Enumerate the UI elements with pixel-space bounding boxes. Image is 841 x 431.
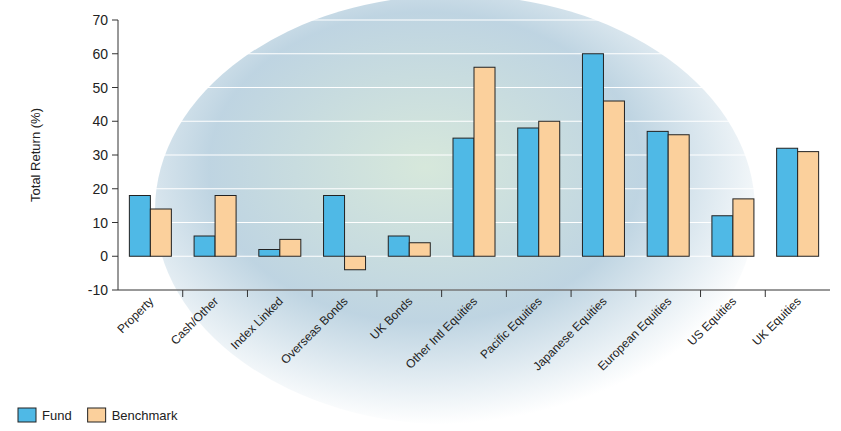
bar: [712, 216, 733, 257]
x-tick-label: Other Intl Equities: [403, 294, 480, 371]
y-tick-label: 50: [92, 80, 108, 96]
x-tick-label: European Equities: [595, 294, 674, 373]
y-tick: [112, 121, 118, 122]
chart: -10 0 10 20 30 40 50 60 70 Total Return (%) Proper…: [0, 0, 841, 431]
y-tick-label: 60: [92, 46, 108, 62]
x-axis: [118, 290, 830, 291]
legend-swatch: [88, 408, 106, 422]
bar: [582, 54, 603, 257]
bar: [409, 243, 430, 257]
y-tick-label: -10: [88, 282, 108, 298]
bar: [388, 236, 409, 256]
grid-line: [118, 19, 830, 20]
y-tick-label: 10: [92, 215, 108, 231]
x-tick-label: Property: [115, 294, 157, 336]
y-tick-label: 30: [92, 147, 108, 163]
category-separator: [182, 290, 183, 297]
category-separator: [376, 290, 377, 297]
x-tick-label: Index Linked: [228, 294, 286, 352]
grid-line: [118, 53, 830, 54]
y-axis-title: Total Return (%): [28, 108, 43, 202]
bar: [603, 101, 624, 256]
bar: [259, 250, 280, 257]
y-tick: [112, 256, 118, 257]
bar: [150, 209, 171, 256]
category-separator: [312, 290, 313, 297]
bar: [194, 236, 215, 256]
bar: [539, 121, 560, 256]
bar: [777, 148, 798, 256]
bars: [129, 54, 818, 270]
y-tick-label: 40: [92, 113, 108, 129]
bar: [798, 152, 819, 257]
category-separator: [506, 290, 507, 297]
x-tick-label: Pacific Equities: [477, 294, 544, 361]
bar: [345, 256, 366, 270]
y-axis: [118, 20, 119, 290]
x-tick-label: Overseas Bonds: [278, 294, 351, 367]
y-tick-label: 70: [92, 12, 108, 28]
bar: [647, 131, 668, 256]
bar: [215, 196, 236, 257]
bar: [474, 67, 495, 256]
x-tick-label: US Equities: [685, 294, 739, 348]
bar: [453, 138, 474, 256]
grid-line: [118, 289, 830, 290]
category-separator: [635, 290, 636, 297]
bar: [518, 128, 539, 256]
bar: [668, 135, 689, 257]
y-tick: [112, 53, 118, 54]
y-tick-label: 20: [92, 181, 108, 197]
category-separator: [247, 290, 248, 297]
x-tick-label: UK Bonds: [367, 294, 415, 342]
y-tick: [112, 20, 118, 21]
y-tick: [112, 290, 118, 291]
y-tick: [112, 188, 118, 189]
x-tick-label: UK Equities: [750, 294, 804, 348]
y-tick-label: 0: [100, 248, 108, 264]
category-separator: [765, 290, 766, 297]
x-tick-label: Cash/Other: [168, 294, 221, 347]
globe: [155, 0, 755, 425]
bar: [733, 199, 754, 256]
bar: [324, 196, 345, 257]
legend-label: Benchmark: [112, 408, 178, 423]
y-tick: [112, 155, 118, 156]
y-tick: [112, 222, 118, 223]
category-separator: [571, 290, 572, 297]
legend-label: Fund: [42, 408, 72, 423]
y-tick: [112, 87, 118, 88]
bar: [129, 196, 150, 257]
bar: [280, 239, 301, 256]
category-separator: [700, 290, 701, 297]
legend-swatch: [18, 408, 36, 422]
category-separator: [441, 290, 442, 297]
